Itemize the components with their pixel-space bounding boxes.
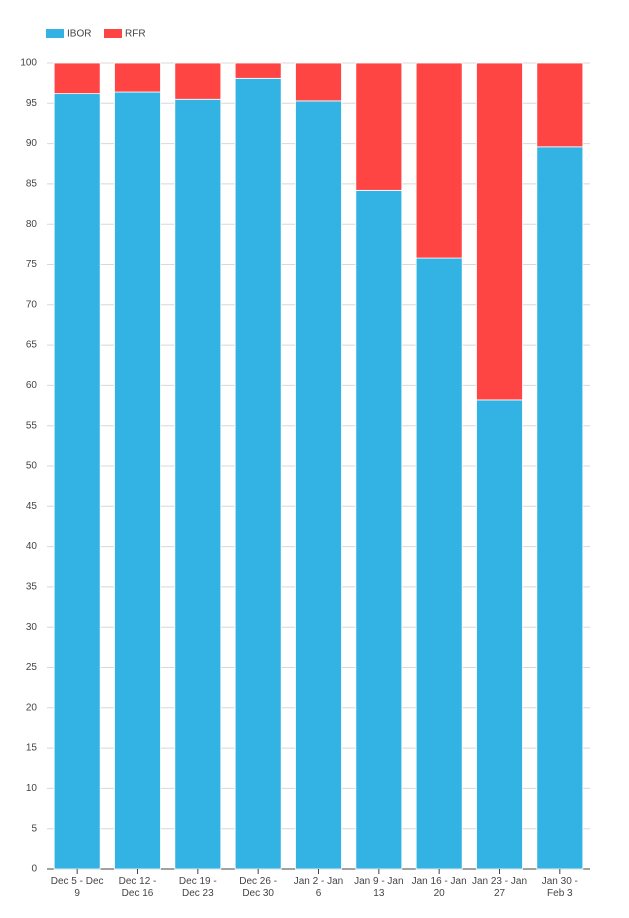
legend-swatch — [104, 29, 122, 38]
y-tick-label: 95 — [26, 98, 38, 109]
bar-segment — [476, 62, 523, 401]
bar-segment — [355, 62, 403, 191]
y-tick-label: 100 — [20, 58, 37, 69]
bar-segment — [53, 93, 101, 870]
bar-segment — [536, 146, 584, 870]
y-tick-label: 85 — [26, 179, 38, 190]
y-tick-label: 45 — [26, 501, 38, 512]
x-tick-label: Dec 19 - Dec 23 — [178, 876, 217, 899]
x-tick-label: Jan 2 - Jan 6 — [293, 876, 344, 899]
bar-segment — [415, 62, 463, 259]
bar-segment — [114, 62, 161, 93]
x-tick-label: Dec 26 - Dec 30 — [239, 876, 278, 899]
x-tick-label: Jan 23 - Jan 27 — [471, 876, 528, 899]
bar-segment — [114, 91, 161, 870]
y-tick-label: 25 — [26, 662, 38, 673]
y-tick-label: 40 — [26, 541, 38, 552]
y-tick-label: 80 — [26, 219, 38, 230]
y-tick-label: 55 — [26, 420, 38, 431]
legend-label: RFR — [125, 29, 146, 40]
x-tick-label: Jan 16 - Jan 20 — [411, 876, 467, 899]
y-tick-label: 70 — [26, 299, 38, 310]
bar-segment — [234, 77, 282, 870]
y-tick-label: 5 — [31, 823, 37, 834]
y-tick-label: 0 — [31, 864, 37, 875]
bar-segment — [536, 62, 584, 148]
y-tick-label: 50 — [26, 461, 38, 472]
y-tick-label: 65 — [26, 340, 38, 351]
y-tick-label: 90 — [26, 138, 38, 149]
bar-segment — [53, 62, 101, 95]
legend-label: IBOR — [67, 29, 91, 40]
bar-segment — [476, 399, 523, 870]
x-tick-label: Dec 5 - Dec 9 — [50, 876, 104, 899]
x-tick-label: Jan 30 - Feb 3 — [541, 876, 578, 899]
bar-segment — [355, 189, 403, 870]
y-tick-label: 15 — [26, 743, 38, 754]
bar-segment — [295, 100, 342, 870]
x-tick-label: Dec 12 - Dec 16 — [118, 876, 157, 899]
legend-swatch — [46, 29, 64, 38]
x-tick-label: Jan 9 - Jan 13 — [354, 876, 404, 899]
bar-segment — [174, 98, 222, 870]
y-tick-label: 75 — [26, 259, 38, 270]
y-tick-label: 60 — [26, 380, 38, 391]
y-tick-label: 35 — [26, 582, 38, 593]
bar-segment — [415, 257, 463, 870]
bar-segment — [234, 62, 282, 79]
y-tick-label: 20 — [26, 702, 38, 713]
bar-segment — [295, 62, 342, 102]
y-tick-label: 30 — [26, 622, 38, 633]
bar-segment — [174, 62, 222, 100]
y-tick-label: 10 — [26, 783, 38, 794]
